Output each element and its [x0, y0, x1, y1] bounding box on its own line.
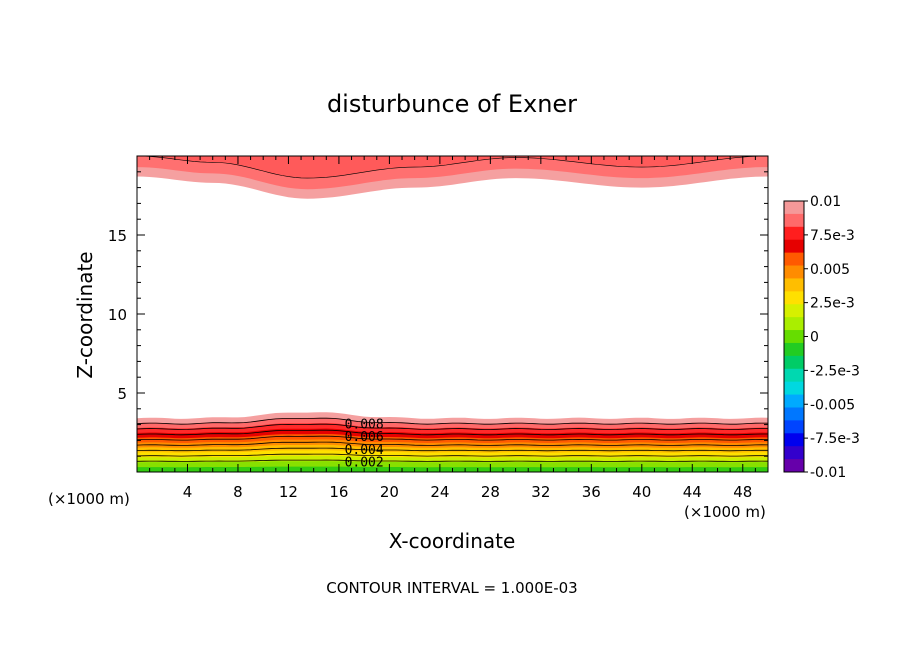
colorbar-label: -0.005 — [810, 397, 855, 413]
y-tick-label: 15 — [108, 227, 127, 245]
colorbar-label: -7.5e-3 — [810, 431, 860, 447]
x-tick-label: 12 — [279, 483, 298, 501]
x-tick-label: 4 — [183, 483, 193, 501]
y-axis-label: Z-coordinate — [73, 251, 97, 378]
x-unit-left: (×1000 m) — [48, 490, 130, 508]
colorbar-label: 0.005 — [810, 262, 850, 278]
x-tick-label: 36 — [582, 483, 601, 501]
colorbar-swatch — [784, 433, 804, 447]
colorbar-swatch — [784, 265, 804, 279]
x-tick-label: 48 — [733, 483, 752, 501]
colorbar-swatch — [784, 252, 804, 267]
colorbar-swatch — [784, 420, 804, 434]
contour-line — [137, 417, 768, 425]
contour-line — [137, 447, 768, 452]
colorbar-swatch — [784, 213, 804, 228]
colorbar-label: 2.5e-3 — [810, 296, 855, 312]
colorbar-swatch — [784, 355, 804, 370]
contour-label: 0.006 — [345, 430, 384, 445]
top-layer-core — [137, 156, 768, 179]
x-tick-label: 24 — [430, 483, 449, 501]
colorbar-swatch — [784, 394, 804, 408]
colorbar-label: 0 — [810, 330, 819, 346]
contour-label: 0.008 — [345, 418, 384, 433]
colorbar-swatch — [784, 304, 804, 318]
x-axis-label: X-coordinate — [389, 529, 516, 553]
colorbar-swatch — [784, 342, 804, 357]
colorbar-swatch — [784, 330, 804, 344]
colorbar-swatch — [784, 446, 804, 460]
colorbar-swatch — [784, 407, 804, 421]
x-tick-label: 32 — [531, 483, 550, 501]
x-tick-label: 8 — [233, 483, 243, 501]
x-tick-label: 40 — [632, 483, 651, 501]
colorbar-swatch — [784, 226, 804, 241]
colorbar-label: 7.5e-3 — [810, 228, 855, 244]
colorbar-swatch — [784, 459, 804, 473]
colorbar-swatch — [784, 201, 804, 215]
colorbar-swatch — [784, 381, 804, 396]
x-tick-label: 44 — [683, 483, 702, 501]
colorbar-label: 0.01 — [810, 194, 841, 210]
contour-line — [137, 441, 768, 446]
colorbar-swatch — [784, 278, 804, 292]
contour-line — [137, 156, 768, 179]
colorbar: 0.01 7.5e-3 0.005 2.5e-3 0 -2.5e-3 -0.005 -7.5e… — [783, 194, 860, 481]
y-tick-label: 5 — [117, 385, 127, 403]
contour-line — [137, 429, 768, 436]
x-tick-label: 28 — [481, 483, 500, 501]
colorbar-swatch — [784, 239, 804, 254]
colorbar-swatch — [784, 291, 804, 305]
colorbar-label: -0.01 — [810, 465, 846, 481]
y-tick-label: 10 — [108, 306, 127, 324]
contour-label: 0.002 — [345, 456, 384, 471]
colorbar-swatch — [784, 368, 804, 383]
colorbar-swatch — [784, 317, 804, 331]
contour-line — [137, 453, 768, 457]
colorbar-label: -2.5e-3 — [810, 363, 860, 379]
x-unit-right: (×1000 m) — [684, 503, 766, 521]
contour-line — [137, 459, 768, 462]
contour-label: 0.004 — [345, 443, 384, 458]
x-tick-label: 16 — [329, 483, 348, 501]
contour-line — [137, 423, 768, 430]
x-tick-label: 20 — [380, 483, 399, 501]
chart-title: disturbunce of Exner — [327, 90, 577, 118]
contour-line — [137, 435, 768, 441]
contour-interval-text: CONTOUR INTERVAL = 1.000E-03 — [326, 579, 577, 597]
